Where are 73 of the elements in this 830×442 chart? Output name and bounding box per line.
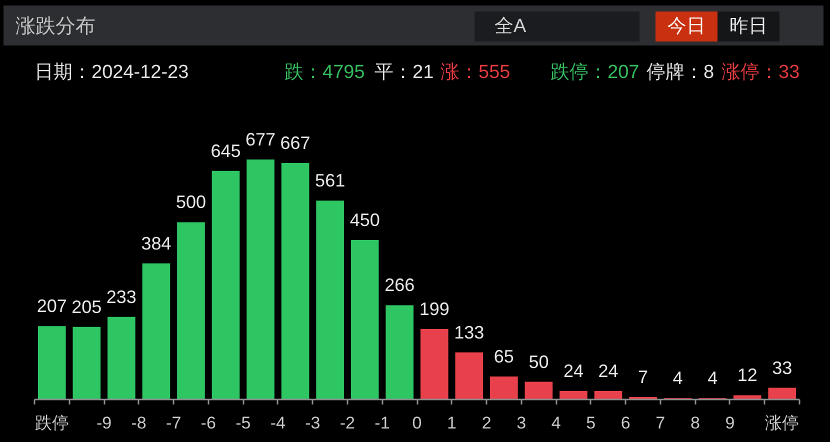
data-label: 500 (176, 192, 206, 212)
data-label: 50 (528, 352, 549, 372)
text: 日期：2024-12-23 (34, 62, 189, 83)
data-label: 677 (246, 130, 276, 150)
bar (142, 263, 170, 400)
text: 涨停：33 (722, 62, 800, 83)
data-label: 65 (494, 346, 514, 366)
bar (281, 163, 310, 400)
chart-title: 涨跌分布 (16, 16, 96, 38)
x-tick-label: 3 (516, 414, 526, 432)
x-tick-label: -1 (374, 414, 390, 432)
x-tick-label: 7 (656, 414, 666, 432)
bar (72, 326, 101, 400)
x-tick-label: 8 (690, 414, 700, 432)
x-tick-label: -7 (166, 414, 182, 432)
text: 跌：4795 (284, 62, 365, 83)
bar (38, 326, 66, 400)
x-tick-label: -3 (305, 414, 320, 432)
bar (246, 160, 274, 400)
data-label: 645 (210, 140, 241, 161)
text: 今日 (668, 16, 706, 37)
text: 平：21 (374, 62, 434, 83)
x-tick-label: 5 (586, 414, 596, 432)
x-tick-label: 1 (447, 414, 457, 432)
x-tick-label: 9 (725, 414, 735, 432)
data-label: 12 (737, 365, 758, 386)
bar (420, 328, 448, 400)
bar (768, 388, 796, 400)
x-tick-label: 6 (620, 414, 630, 432)
data-label: 4 (672, 368, 683, 388)
data-label: 133 (454, 322, 484, 342)
x-tick-label: -9 (96, 414, 112, 432)
bar (560, 390, 588, 400)
bar (733, 395, 762, 400)
text: 涨：555 (440, 62, 510, 83)
x-tick-label: -4 (270, 414, 286, 432)
x-tick-label: -6 (200, 414, 216, 432)
text: 停牌：8 (646, 62, 714, 83)
data-label: 33 (772, 358, 792, 378)
text: 跌停：207 (550, 62, 640, 83)
data-label: 4 (708, 368, 718, 388)
bar (594, 390, 622, 400)
data-label: 561 (315, 170, 346, 191)
data-label: 207 (36, 296, 67, 316)
bar (212, 170, 240, 400)
data-label: 205 (72, 296, 102, 317)
x-tick-label: 涨停 (765, 414, 800, 432)
bar (350, 240, 379, 400)
bar (490, 376, 518, 400)
bar (455, 352, 484, 400)
text: 昨日 (730, 16, 768, 37)
data-label: 199 (419, 298, 450, 319)
data-label: 24 (598, 360, 618, 381)
text: 全A (494, 16, 526, 37)
bar (386, 305, 414, 400)
data-label: 450 (350, 210, 380, 230)
x-tick-label: 2 (482, 414, 492, 432)
data-label: 7 (638, 367, 648, 388)
x-tick-label: 0 (412, 414, 422, 432)
bar (524, 382, 553, 400)
data-label: 266 (384, 275, 415, 296)
data-label: 384 (141, 233, 172, 254)
bar (177, 222, 205, 400)
x-tick-label: -2 (340, 414, 356, 432)
x-tick-label: 跌停 (34, 414, 69, 432)
data-label: 233 (106, 286, 136, 307)
x-tick-label: -8 (131, 414, 146, 432)
x-tick-label: 4 (551, 414, 561, 432)
data-label: 667 (280, 133, 310, 154)
x-tick-label: -5 (236, 414, 251, 432)
bar (316, 200, 344, 400)
data-label: 24 (563, 360, 584, 381)
bar (108, 316, 136, 400)
